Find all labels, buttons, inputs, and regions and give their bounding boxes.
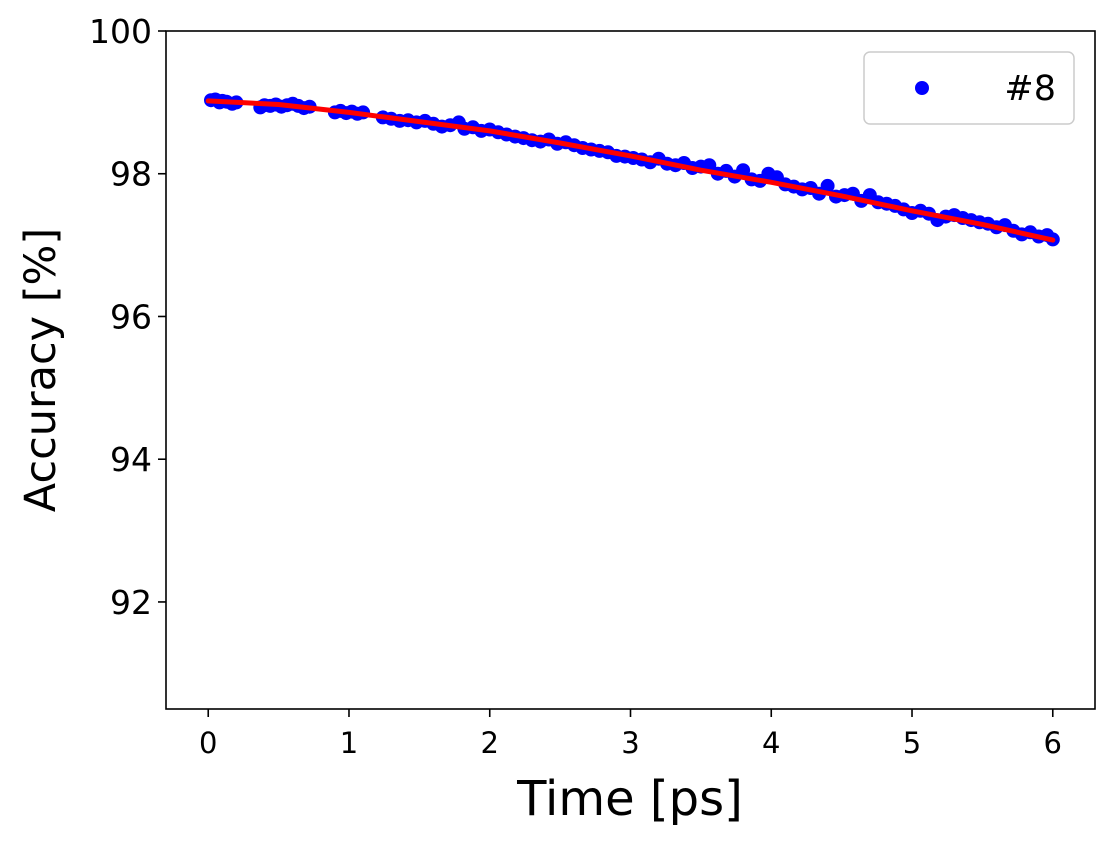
y-tick-label: 94	[110, 440, 152, 479]
legend-marker	[915, 81, 929, 95]
axes-layer: 0 1 2 3 4 5 6 92 94 96 98 100	[89, 12, 1096, 760]
data-point	[736, 163, 751, 178]
data-layer	[204, 92, 1060, 247]
fit-line	[205, 98, 1056, 243]
x-tick-label: 6	[1044, 726, 1062, 760]
legend-label: #8	[1004, 69, 1056, 109]
y-tick-label: 92	[110, 583, 152, 622]
legend: #8	[863, 51, 1075, 125]
legend-frame	[863, 51, 1075, 125]
x-tick-label: 1	[340, 726, 358, 760]
y-tick-label: 100	[89, 12, 152, 51]
x-tick-label: 2	[481, 726, 499, 760]
data-point	[820, 178, 835, 193]
y-tick-label: 96	[110, 297, 152, 336]
x-tick-label: 0	[199, 726, 217, 760]
x-tick-label: 5	[903, 726, 921, 760]
x-axis-title: Time [ps]	[516, 771, 743, 827]
y-tick-label: 98	[110, 155, 152, 194]
x-tick-label: 3	[621, 726, 639, 760]
x-tick-label: 4	[762, 726, 780, 760]
y-axis-title: Accuracy [%]	[16, 228, 66, 512]
